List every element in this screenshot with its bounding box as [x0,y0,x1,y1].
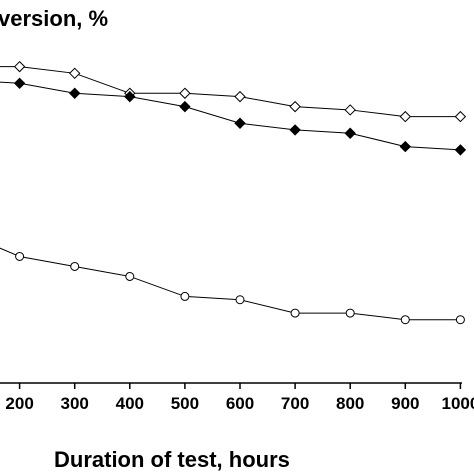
x-tick-label: 900 [391,394,419,413]
data-point-marker [234,117,246,129]
series-line [0,247,461,321]
data-point-marker [344,127,356,139]
data-point-marker [180,291,190,301]
data-point-marker [399,140,412,153]
data-point-marker [13,60,26,73]
data-point-marker [235,295,245,305]
data-point-marker [234,90,246,103]
series-line [0,81,461,151]
series-layer [0,60,467,325]
data-point-marker [454,144,467,156]
x-tick-label: 400 [116,394,144,413]
y-axis-label: version, % [0,6,108,31]
x-axis-ticks: 200 300 400 500 600 700 800 900 1000 [5,383,474,413]
data-point-marker [454,110,467,123]
data-point-marker [344,104,356,116]
data-point-marker [399,110,412,123]
data-point-marker [68,87,81,99]
x-tick-label: 500 [171,394,199,413]
x-tick-label: 700 [281,394,309,413]
data-point-marker [15,251,25,261]
data-point-marker [68,67,81,80]
x-tick-label: 200 [5,394,33,413]
series-line [0,66,461,118]
x-tick-label: 800 [336,394,364,413]
data-point-marker [179,100,191,113]
data-point-marker [345,308,355,318]
x-tick-label: 1000 [441,394,474,413]
data-point-marker [455,315,465,325]
data-point-marker [70,261,80,271]
x-axis-label: Duration of test, hours [54,447,290,472]
data-point-marker [125,271,135,281]
x-tick-label: 600 [226,394,254,413]
data-point-marker [179,87,191,99]
x-tick-label: 300 [61,394,89,413]
data-point-marker [289,124,301,136]
data-point-marker [124,90,136,103]
data-point-marker [13,77,26,90]
data-point-marker [400,315,410,325]
data-point-marker [290,308,300,318]
data-point-marker [289,100,301,113]
